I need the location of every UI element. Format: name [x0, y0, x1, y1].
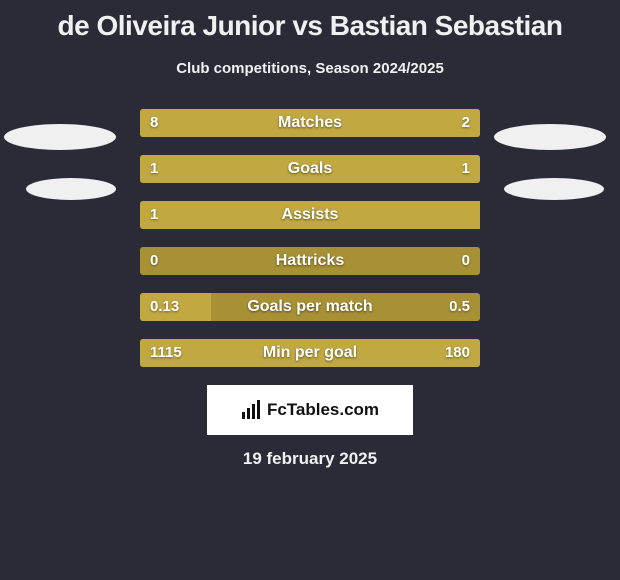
stat-row: 1115180Min per goal — [0, 339, 620, 367]
stat-row: 1Assists — [0, 201, 620, 229]
club-badge-placeholder — [4, 124, 116, 150]
club-badge-placeholder — [504, 178, 604, 200]
branding-box: FcTables.com — [207, 385, 413, 435]
chart-container: de Oliveira Junior vs Bastian Sebastian … — [0, 0, 620, 580]
stat-label: Matches — [140, 109, 480, 137]
bars-icon — [241, 400, 261, 420]
stat-bar-track: 1Assists — [140, 201, 480, 229]
stat-bar-track: 0.130.5Goals per match — [140, 293, 480, 321]
stat-label: Hattricks — [140, 247, 480, 275]
stat-bar-track: 1115180Min per goal — [140, 339, 480, 367]
stat-label: Assists — [140, 201, 480, 229]
club-badge-placeholder — [494, 124, 606, 150]
subtitle: Club competitions, Season 2024/2025 — [0, 60, 620, 77]
footer-date: 19 february 2025 — [0, 449, 620, 469]
stat-row: 0.130.5Goals per match — [0, 293, 620, 321]
club-badge-placeholder — [26, 178, 116, 200]
stat-row: 00Hattricks — [0, 247, 620, 275]
stat-bar-track: 00Hattricks — [140, 247, 480, 275]
stat-bar-track: 82Matches — [140, 109, 480, 137]
branding-text: FcTables.com — [267, 400, 379, 420]
page-title: de Oliveira Junior vs Bastian Sebastian — [0, 0, 620, 42]
stat-bar-track: 11Goals — [140, 155, 480, 183]
stat-label: Goals — [140, 155, 480, 183]
stat-label: Goals per match — [140, 293, 480, 321]
stat-label: Min per goal — [140, 339, 480, 367]
